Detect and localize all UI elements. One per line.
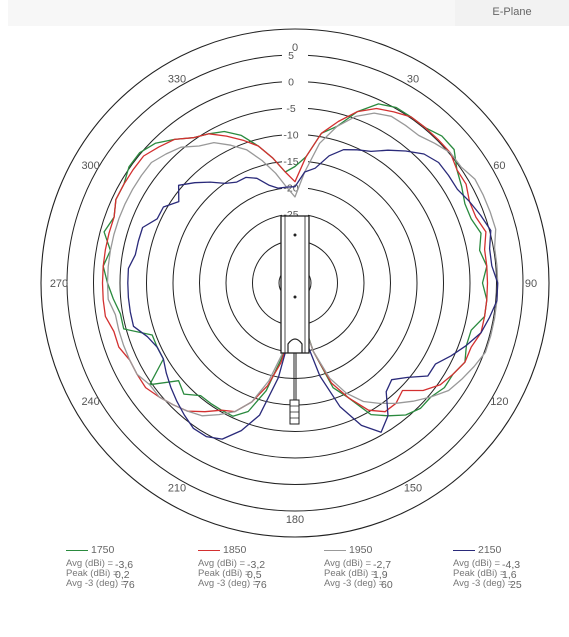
plane-tab: E-Plane — [0, 0, 569, 26]
legend-name: 2150 — [478, 544, 502, 556]
stat-label: Avg -3 (deg) = — [324, 578, 385, 589]
antenna-plug-ridges — [290, 405, 299, 419]
stat-value: 76 — [255, 579, 267, 591]
tab-selected-bg — [455, 0, 569, 26]
stat-value: 1,6 — [502, 569, 517, 581]
legend-head: 1750 — [66, 544, 166, 558]
stat-label: Peak (dBi) = — [453, 568, 506, 579]
stat-label: Peak (dBi) = — [66, 568, 119, 579]
stat-row-avg: Avg (dBi) = -3,2 — [198, 558, 298, 571]
stat-value: -3,2 — [247, 559, 266, 571]
tick-bg — [282, 75, 308, 88]
radial-tick-label: -20 — [283, 183, 298, 195]
tick-bg — [282, 102, 308, 114]
legend-swatch — [198, 550, 220, 551]
stat-row-beam: Avg -3 (deg) = 76 — [198, 578, 298, 591]
angle-label: 180 — [286, 514, 304, 526]
stat-value: 25 — [510, 579, 522, 591]
legend-item-1950: 1950 Avg (dBi) = -2,7 Peak (dBi) = 1,9 Avg -3… — [324, 544, 424, 591]
series-2150-line — [127, 149, 499, 440]
legend-name: 1850 — [223, 544, 247, 556]
stat-value: -3,6 — [115, 559, 134, 571]
stat-label: Peak (dBi) = — [324, 568, 377, 579]
legend-item-1850: 1850 Avg (dBi) = -3,2 Peak (dBi) = 0,5 Avg -3… — [198, 544, 298, 591]
angle-labels: 0 30 60 90 120 150 180 210 240 270 300 330 — [50, 42, 537, 526]
legend-item-1750: 1750 Avg (dBi) = -3,6 Peak (dBi) = 0,2 Avg -3… — [66, 544, 166, 591]
angle-label: 240 — [81, 396, 99, 408]
tick-bg — [282, 181, 308, 194]
angle-label: 150 — [404, 482, 422, 494]
antenna-cable — [293, 353, 297, 400]
radial-tick-label: -15 — [283, 156, 298, 168]
stat-value: -2,7 — [373, 559, 392, 571]
tick-bg — [282, 128, 308, 141]
stat-row-beam: Avg -3 (deg) = 76 — [66, 578, 166, 591]
tick-bg — [282, 155, 308, 167]
stat-row-beam: Avg -3 (deg) = 60 — [324, 578, 424, 591]
angle-label: 120 — [490, 396, 508, 408]
outer-ring — [40, 28, 550, 538]
legend-name: 1950 — [349, 544, 373, 556]
radial-tick-label: -10 — [283, 130, 298, 142]
angle-label: 300 — [81, 160, 99, 172]
tab-label: E-Plane — [492, 6, 532, 18]
stat-label: Avg (dBi) = — [198, 558, 246, 569]
stat-label: Avg (dBi) = — [453, 558, 501, 569]
stat-value: 1,9 — [373, 569, 388, 581]
antenna-connector — [287, 338, 303, 353]
stat-label: Avg -3 (deg) = — [198, 578, 259, 589]
antenna-hole-top — [293, 233, 297, 237]
angle-label: 270 — [50, 278, 68, 290]
stat-label: Avg -3 (deg) = — [453, 578, 514, 589]
antenna-drawing — [280, 215, 310, 425]
stat-row-beam: Avg -3 (deg) = 25 — [453, 578, 553, 591]
angle-label: 90 — [525, 278, 537, 290]
stat-value: 76 — [123, 579, 135, 591]
angle-label: 30 — [407, 74, 419, 86]
legend-head: 2150 — [453, 544, 553, 558]
stat-value: 60 — [381, 579, 393, 591]
stat-row-peak: Peak (dBi) = 1,6 — [453, 568, 553, 581]
stat-row-peak: Peak (dBi) = 1,9 — [324, 568, 424, 581]
antenna-body — [280, 215, 310, 354]
legend-head: 1850 — [198, 544, 298, 558]
legend-swatch — [453, 550, 475, 551]
angle-label: 60 — [493, 160, 505, 172]
angle-label: 330 — [168, 74, 186, 86]
stat-label: Avg -3 (deg) = — [66, 578, 127, 589]
polar-radiation-plot: 50-5-10-15-20-25-30-35 03060901201501802… — [40, 28, 550, 538]
tick-bg — [282, 49, 308, 61]
legend-swatch — [66, 550, 88, 551]
legend-swatch — [324, 550, 346, 551]
antenna-inner — [284, 215, 306, 354]
stat-value: 0,5 — [247, 569, 262, 581]
stat-label: Avg (dBi) = — [66, 558, 114, 569]
stat-row-avg: Avg (dBi) = -2,7 — [324, 558, 424, 571]
radial-tick-label: 5 — [288, 50, 294, 62]
stat-row-peak: Peak (dBi) = 0,2 — [66, 568, 166, 581]
angle-label: 210 — [168, 482, 186, 494]
stat-value: -4,3 — [502, 559, 521, 571]
stat-label: Peak (dBi) = — [198, 568, 251, 579]
angle-label: 0 — [292, 42, 298, 54]
antenna-hole-bottom — [293, 295, 297, 299]
stat-row-peak: Peak (dBi) = 0,5 — [198, 568, 298, 581]
legend-name: 1750 — [91, 544, 115, 556]
stat-value: 0,2 — [115, 569, 130, 581]
stat-row-avg: Avg (dBi) = -3,6 — [66, 558, 166, 571]
radial-tick-label: 0 — [288, 77, 294, 89]
legend-item-2150: 2150 Avg (dBi) = -4,3 Peak (dBi) = 1,6 Avg -3… — [453, 544, 553, 591]
legend-head: 1950 — [324, 544, 424, 558]
stat-label: Avg (dBi) = — [324, 558, 372, 569]
radial-tick-label: -5 — [286, 103, 295, 115]
stat-row-avg: Avg (dBi) = -4,3 — [453, 558, 553, 571]
